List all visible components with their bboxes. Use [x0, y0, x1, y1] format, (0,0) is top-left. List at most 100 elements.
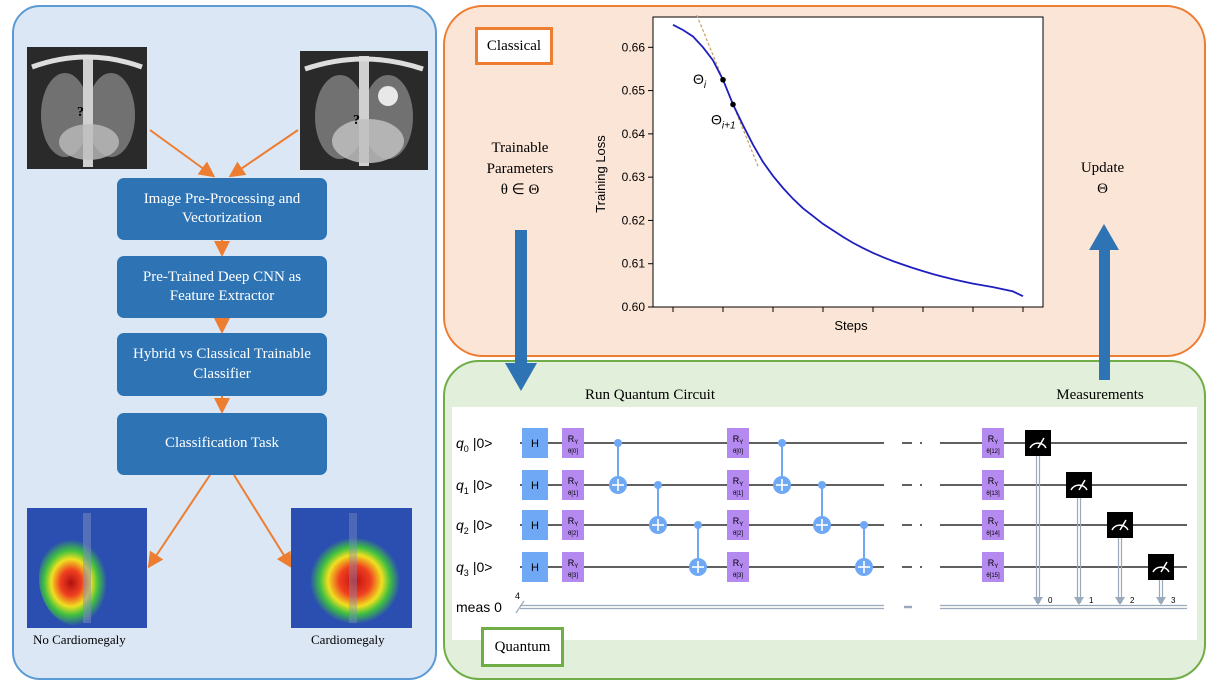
ry-gate-param: θ[14]	[986, 531, 1000, 537]
ry-gate-param: θ[2]	[733, 531, 743, 537]
cnot-control	[694, 521, 702, 529]
measure-index: 3	[1171, 596, 1176, 605]
ry-gate	[727, 552, 749, 582]
ry-gate-label: RY	[988, 558, 999, 570]
ry-gate-param: θ[1]	[568, 491, 578, 497]
measure-arrow	[1156, 597, 1166, 605]
measure-arrow	[1115, 597, 1125, 605]
pipeline-arrows	[147, 129, 299, 569]
ry-gate	[727, 510, 749, 540]
ry-gate-label: RY	[733, 516, 744, 528]
meter-icon	[1070, 484, 1088, 491]
ry-gate	[982, 470, 1004, 500]
trainable-line-1: Trainable	[491, 140, 549, 156]
ry-gate-param: θ[3]	[568, 573, 578, 579]
ry-gate	[727, 470, 749, 500]
quantum-circuit: q0 |0> q1 |0> q2 |0> q3 |0> meas 0 4 H RY θ[0] H RY θ[1…	[452, 407, 1197, 640]
cnot-control	[654, 481, 662, 489]
theta-point	[720, 76, 726, 83]
unknown-marker: ?	[77, 105, 84, 120]
y-axis: 0.60 0.61 0.62 0.63 0.64 0.65 0.66	[622, 40, 653, 314]
ry-gate-label: RY	[988, 434, 999, 446]
qubit-label: q2 |0>	[456, 517, 492, 536]
hadamard-gate-label: H	[531, 562, 539, 574]
trainable-params-label: Trainable Parameters θ ∈ Θ	[470, 138, 570, 201]
register-width: 4	[515, 591, 520, 601]
label-no-cardiomegaly: No Cardiomegaly	[33, 632, 126, 647]
xray-input-1: ?	[27, 47, 147, 169]
heatmap-no-cardiomegaly	[27, 508, 147, 628]
meter-icon	[1152, 566, 1170, 573]
down-arrow	[505, 230, 537, 391]
classical-tag: Classical	[475, 27, 553, 65]
y-tick-label: 0.65	[622, 84, 646, 98]
hadamard-gate	[522, 470, 548, 500]
ry-gate	[982, 552, 1004, 582]
ry-gate-label: RY	[568, 558, 579, 570]
ry-gate-label: RY	[568, 434, 579, 446]
ry-gate-param: θ[15]	[986, 573, 1000, 579]
ry-gate	[562, 470, 584, 500]
ry-gate-label: RY	[733, 434, 744, 446]
xray-input-2: ?	[300, 51, 428, 170]
measure-arrow	[1074, 597, 1084, 605]
y-tick-label: 0.63	[622, 170, 646, 184]
ry-gate	[982, 510, 1004, 540]
ry-gate	[562, 552, 584, 582]
ry-gate-param: θ[3]	[733, 573, 743, 579]
cnot-control	[778, 439, 786, 447]
qubit-label: q1 |0>	[456, 477, 492, 496]
tangent-line	[695, 14, 759, 167]
hadamard-gate-label: H	[531, 520, 539, 532]
qubit-label: q3 |0>	[456, 559, 492, 578]
update-line-1: Update	[1080, 160, 1125, 176]
label-cardiomegaly: Cardiomegaly	[311, 632, 385, 647]
cnot-control	[614, 439, 622, 447]
hadamard-gate	[522, 552, 548, 582]
y-axis-label: Training Loss	[593, 135, 608, 213]
ry-gate-label: RY	[988, 476, 999, 488]
ry-gate	[727, 428, 749, 458]
loss-curve	[672, 24, 1024, 298]
ry-gate-label: RY	[568, 516, 579, 528]
y-tick-label: 0.60	[622, 300, 646, 314]
run-circuit-label: Run Quantum Circuit	[585, 387, 715, 403]
meter-icon	[1029, 442, 1047, 449]
quantum-tag: Quantum	[481, 627, 564, 667]
heatmap-cardiomegaly	[291, 508, 412, 628]
hadamard-gate-label: H	[531, 480, 539, 492]
theta-point	[730, 101, 736, 108]
hadamard-gate	[522, 428, 548, 458]
measure-index: 0	[1048, 596, 1053, 605]
measure-index: 2	[1130, 596, 1135, 605]
measure-arrow	[1033, 597, 1043, 605]
ry-gate-param: θ[0]	[733, 449, 743, 455]
y-tick-label: 0.66	[622, 40, 646, 54]
ry-gate-param: θ[0]	[568, 449, 578, 455]
register-slash	[515, 600, 525, 614]
ry-gate	[982, 428, 1004, 458]
cnot-control	[860, 521, 868, 529]
cnot-control	[818, 481, 826, 489]
ry-gate-param: θ[1]	[733, 491, 743, 497]
measure-index: 1	[1089, 596, 1094, 605]
measurements-label: Measurements	[1056, 387, 1144, 403]
plot-area	[652, 16, 1044, 308]
theta-label: Θi	[693, 71, 707, 91]
hadamard-gate-label: H	[531, 438, 539, 450]
step-classifier: Hybrid vs Classical Trainable Classifier	[117, 333, 327, 396]
meas-label: meas 0	[456, 599, 502, 615]
update-line-2: Θ	[1097, 181, 1108, 197]
ry-gate-label: RY	[568, 476, 579, 488]
ry-gate-label: RY	[988, 516, 999, 528]
step-classification-task: Classification Task	[117, 413, 327, 475]
step-feature-extractor: Pre-Trained Deep CNN as Feature Extracto…	[117, 256, 327, 318]
up-arrow	[1089, 224, 1119, 380]
x-axis	[672, 307, 1024, 312]
step-preprocessing: Image Pre-Processing and Vectorization	[117, 178, 327, 240]
ry-gate	[562, 428, 584, 458]
ry-gate-param: θ[2]	[568, 531, 578, 537]
ry-gate-label: RY	[733, 476, 744, 488]
hadamard-gate	[522, 510, 548, 540]
